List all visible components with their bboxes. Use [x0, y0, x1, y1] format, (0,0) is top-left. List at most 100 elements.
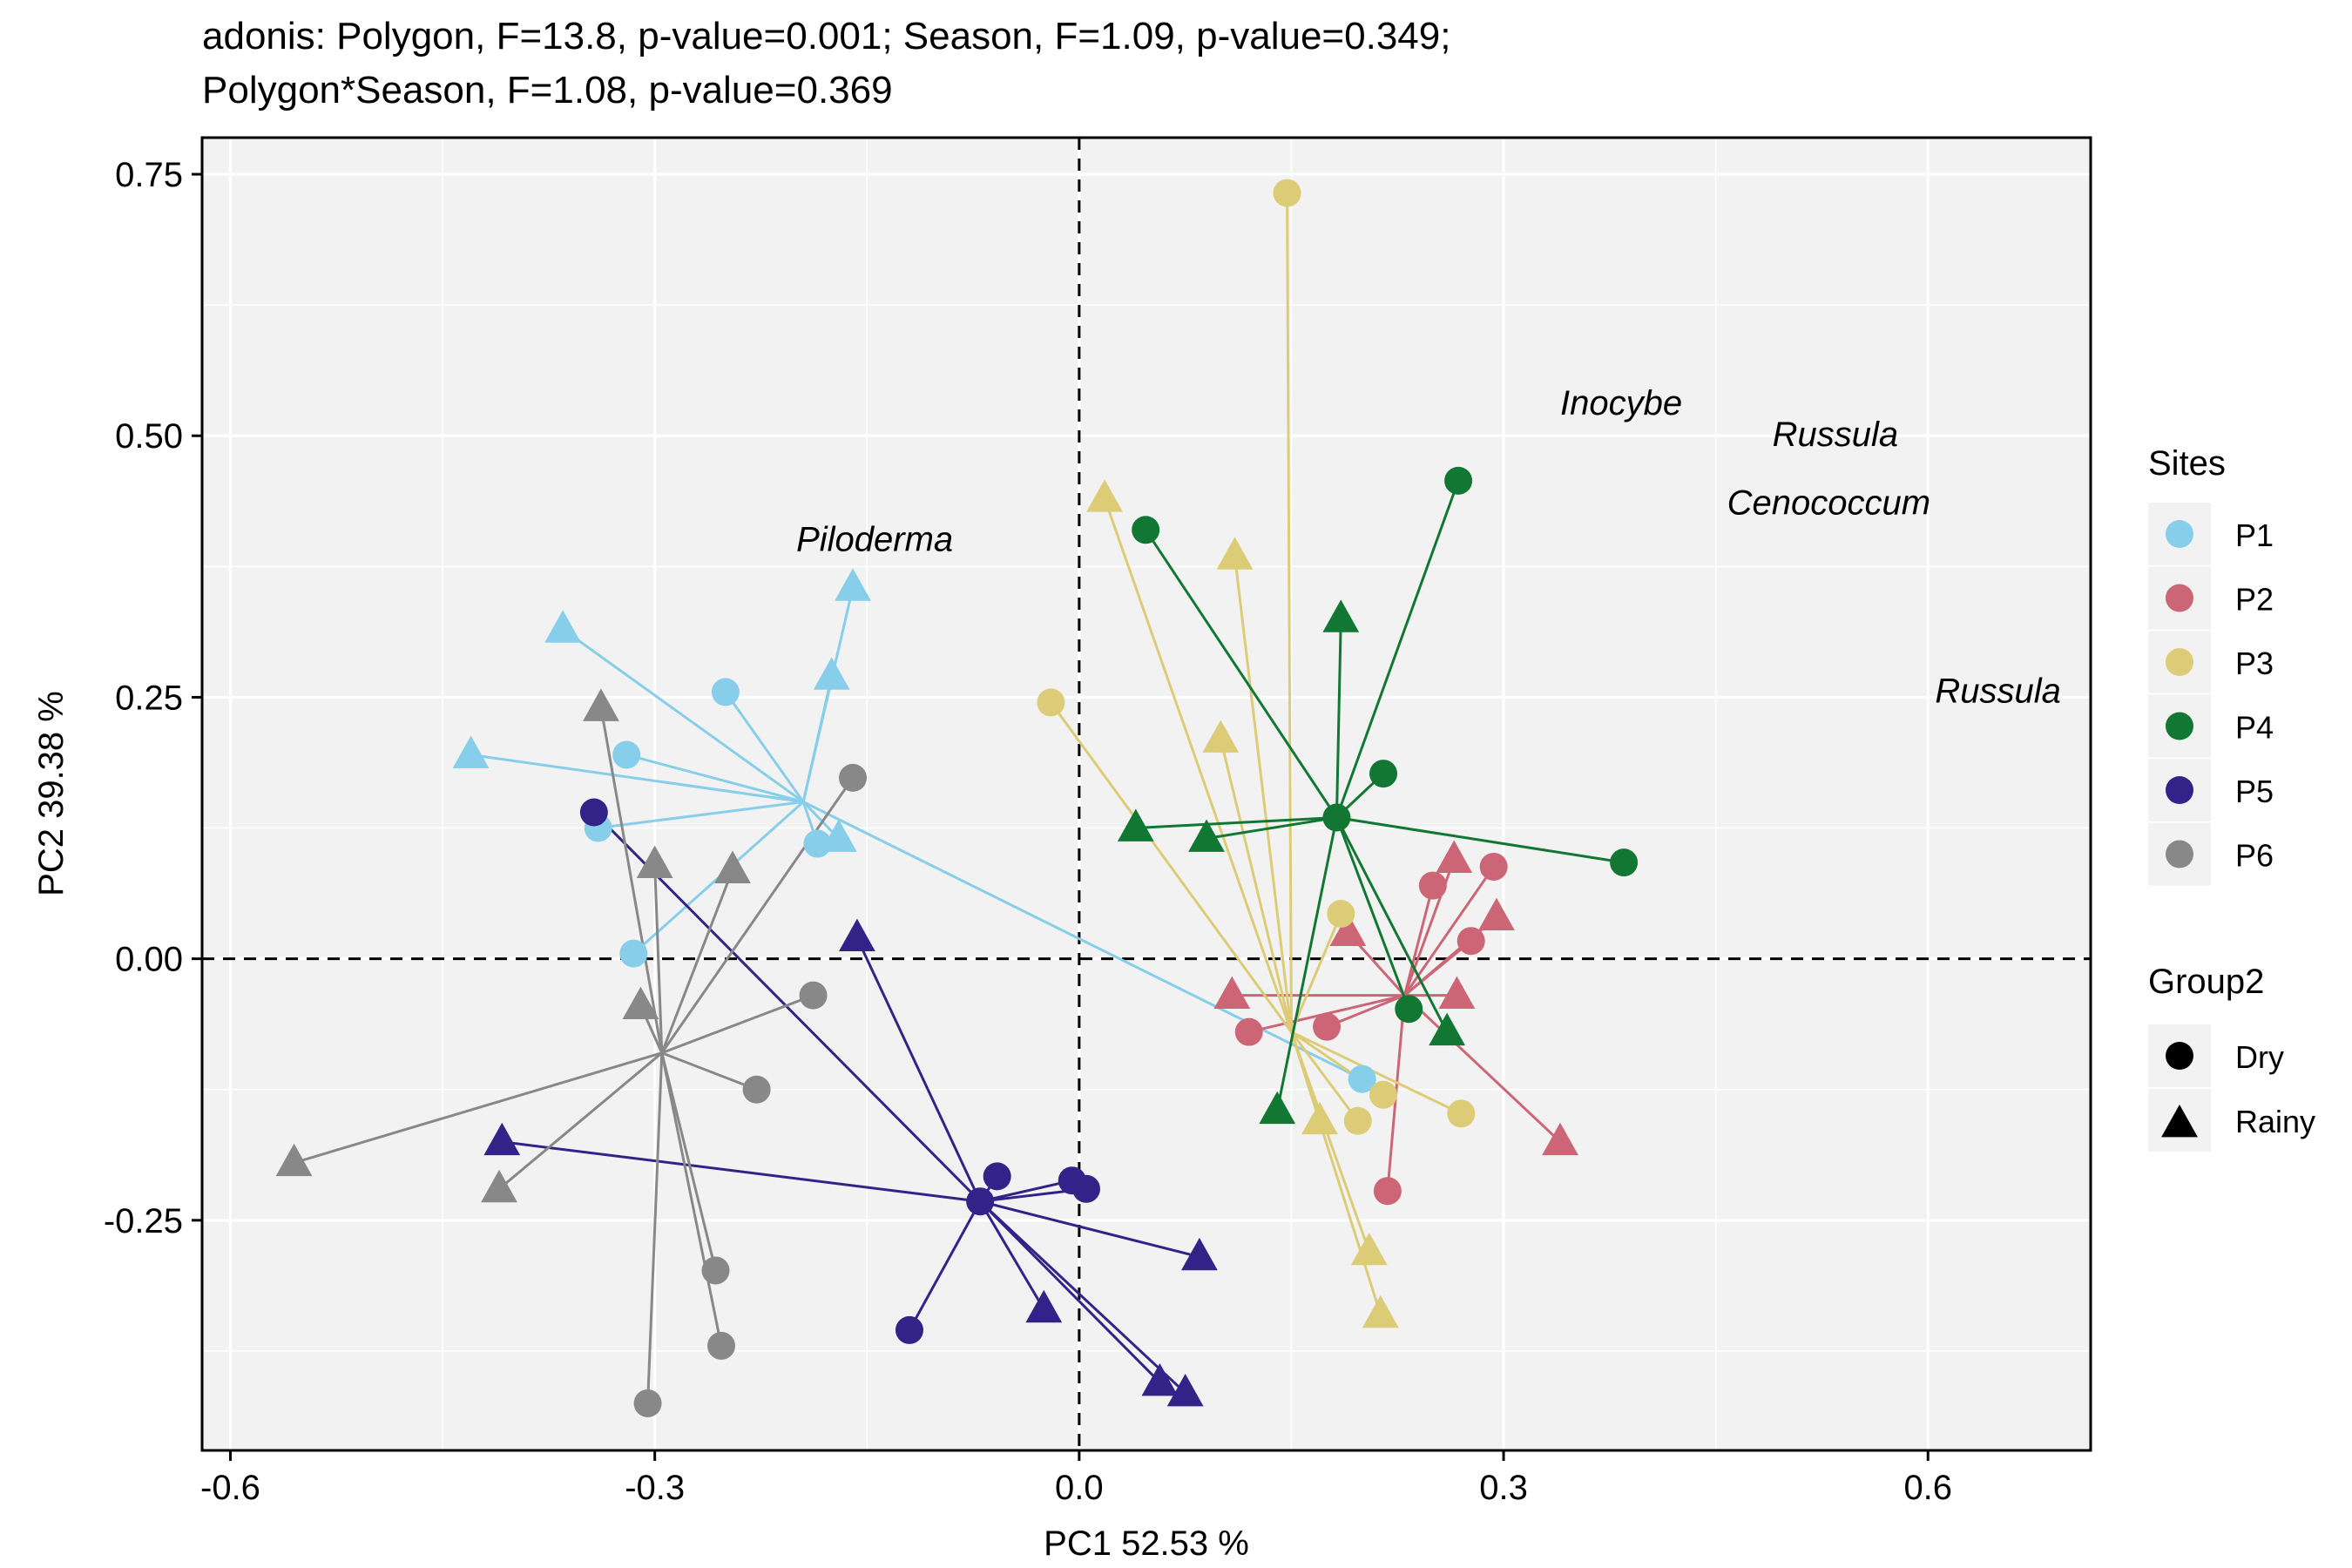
segment-p5: [502, 1140, 981, 1203]
x-tick-label: 0.6: [1903, 1469, 1952, 1507]
point-p4-dry: [1610, 848, 1639, 877]
y-tick-label: 0.50: [115, 417, 183, 456]
point-p2-dry: [1234, 1017, 1263, 1046]
segment-p3: [1290, 1031, 1371, 1253]
point-p1-rainy: [835, 568, 871, 601]
segment-p6: [661, 994, 814, 1055]
legend-key-p2: [2166, 584, 2193, 612]
segment-p4: [1206, 816, 1337, 841]
legend-key-p3: [2166, 648, 2193, 676]
segments-p4: [1135, 480, 1625, 1112]
point-p6-rainy: [583, 688, 619, 721]
segment-p4: [1335, 816, 1449, 1033]
point-p3-dry: [1343, 1106, 1372, 1135]
segments-p3: [1050, 193, 1462, 1315]
point-p6-dry: [701, 1256, 730, 1285]
point-p6-rainy: [275, 1143, 313, 1177]
point-p4-dry: [1322, 803, 1351, 832]
point-p6-dry: [633, 1389, 662, 1417]
legend-key-dry: [2166, 1042, 2193, 1070]
point-p3-rainy: [1350, 1232, 1388, 1266]
x-tick-label: -0.3: [625, 1469, 685, 1507]
data-points: [275, 179, 1639, 1417]
point-p2-rainy: [1329, 913, 1367, 947]
legend-sites-title: Sites: [2148, 444, 2226, 483]
segment-p6: [660, 869, 734, 1054]
segment-p3: [1290, 913, 1342, 1033]
point-p6-dry: [742, 1075, 771, 1104]
segment-p6: [653, 864, 664, 1053]
segment-p4: [1135, 816, 1337, 830]
taxon-label: Inocybe: [1560, 384, 1682, 422]
legend-label-p2: P2: [2235, 582, 2274, 618]
segment-p6: [498, 1051, 663, 1190]
segment-p3: [1233, 556, 1293, 1032]
point-p5-rainy: [1025, 1289, 1063, 1323]
point-p5-rainy: [1166, 1373, 1204, 1407]
point-p6-rainy: [636, 845, 673, 878]
point-p3-dry: [1273, 179, 1301, 207]
point-p6-rainy: [714, 850, 751, 883]
points-p2: [1213, 840, 1578, 1206]
point-p5-dry: [579, 798, 608, 827]
point-p2-dry: [1418, 871, 1447, 900]
segment-p6: [660, 1052, 723, 1347]
segment-p4: [1275, 817, 1338, 1112]
segment-p1: [470, 753, 804, 803]
point-p2-rainy: [1213, 976, 1251, 1010]
point-p4-rainy: [1259, 1091, 1296, 1125]
point-p3-dry: [1327, 899, 1355, 928]
chart-title: adonis: Polygon, F=13.8, p-value=0.001; …: [202, 15, 1450, 112]
point-p3-rainy: [1202, 720, 1240, 753]
point-p5-dry: [895, 1315, 923, 1344]
point-p1-dry: [619, 939, 648, 968]
point-p4-dry: [1395, 995, 1423, 1024]
point-p4-dry: [1132, 516, 1160, 544]
point-p3-rainy: [1086, 479, 1123, 512]
point-p1-rainy: [452, 735, 490, 768]
point-p1-rainy: [544, 610, 582, 643]
chart-title-line-1: adonis: Polygon, F=13.8, p-value=0.001; …: [202, 15, 1450, 57]
segment-p1: [598, 801, 804, 830]
segment-p2: [1403, 994, 1562, 1143]
points-p5: [483, 798, 1218, 1407]
points-p4: [1117, 466, 1639, 1125]
point-p1-dry: [711, 678, 740, 706]
point-p3-dry: [1447, 1099, 1476, 1128]
segment-p6: [661, 1051, 758, 1092]
point-p1-rainy: [813, 657, 850, 690]
point-p6-dry: [799, 981, 828, 1010]
point-p5-rainy: [1141, 1362, 1179, 1396]
taxon-label: Piloderma: [796, 520, 953, 558]
point-p6-rainy: [622, 986, 659, 1020]
x-tick-label: 0.3: [1479, 1469, 1528, 1507]
segment-p3: [1290, 1031, 1359, 1122]
point-p5-rainy: [1180, 1237, 1218, 1271]
points-p3: [1037, 179, 1476, 1328]
legend-key-p6: [2166, 840, 2193, 868]
y-tick-label: 0.25: [115, 679, 183, 717]
segment-p1: [625, 754, 804, 803]
point-p2-dry: [1456, 927, 1485, 956]
segment-p6: [294, 1051, 663, 1165]
point-p3-rainy: [1362, 1294, 1399, 1328]
point-p3-rainy: [1216, 537, 1254, 570]
legend-label-p4: P4: [2235, 710, 2274, 746]
segment-p6: [660, 777, 855, 1054]
segment-p1: [562, 628, 805, 803]
legend-label-p3: P3: [2235, 645, 2274, 681]
point-p1-rainy: [820, 819, 857, 852]
point-p3-dry: [1037, 688, 1065, 717]
point-p2-rainy: [1478, 897, 1515, 930]
legend-key-rainy: [2161, 1105, 2198, 1138]
segment-p1: [802, 801, 1363, 1081]
plot-border: [200, 136, 2092, 1452]
point-p2-dry: [1373, 1177, 1402, 1206]
segment-p5: [855, 936, 982, 1202]
segment-p3: [1290, 1031, 1462, 1115]
taxon-label: Russula: [1773, 416, 1899, 454]
point-p2-dry: [1479, 852, 1508, 881]
chart-title-line-2: Polygon*Season, F=1.08, p-value=0.369: [202, 69, 893, 112]
